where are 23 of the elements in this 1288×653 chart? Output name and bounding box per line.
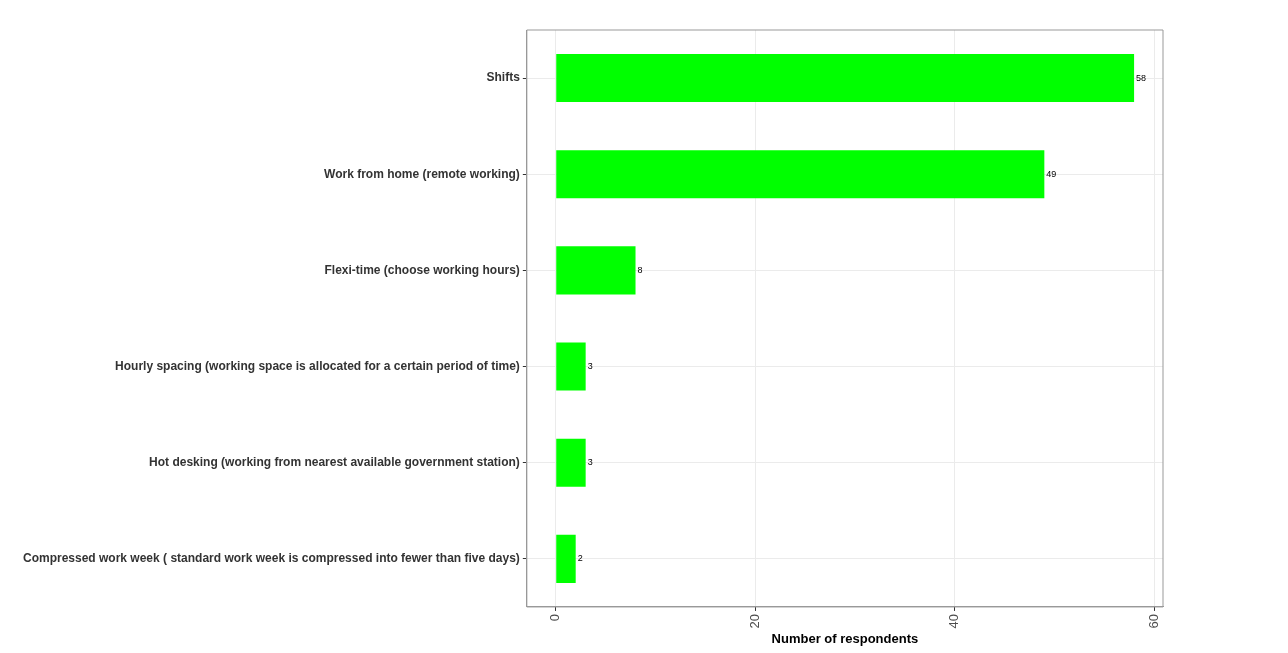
data-label: 3 [587, 361, 593, 372]
data-label: 8 [637, 264, 643, 275]
data-label: 58 [1136, 72, 1147, 83]
bar [556, 342, 586, 391]
bar [556, 438, 586, 487]
x-axis-title: Number of respondents [771, 630, 919, 646]
y-tick-label: Hot desking (working from nearest available government station) [149, 455, 520, 470]
y-tick-label: Flexi-time (choose working hours) [324, 262, 520, 277]
data-label: 2 [577, 553, 583, 564]
bar [556, 534, 576, 583]
x-tick-label: 60 [1145, 613, 1161, 629]
y-tick-label: Hourly spacing (working space is allocated for a certain period of time) [115, 358, 520, 373]
bar [556, 54, 1135, 103]
x-tick-label: 20 [746, 613, 762, 629]
bar [556, 150, 1045, 199]
data-label: 49 [1046, 168, 1057, 179]
bar [556, 246, 636, 295]
y-tick-label: Compressed work week ( standard work week is compressed into fewer than five days) [22, 551, 520, 566]
y-tick-label: Work from home (remote working) [324, 166, 520, 181]
data-label: 3 [587, 457, 593, 468]
x-tick-label: 0 [547, 613, 563, 622]
y-tick-label: Shifts [486, 70, 521, 85]
x-tick-label: 40 [946, 613, 962, 629]
